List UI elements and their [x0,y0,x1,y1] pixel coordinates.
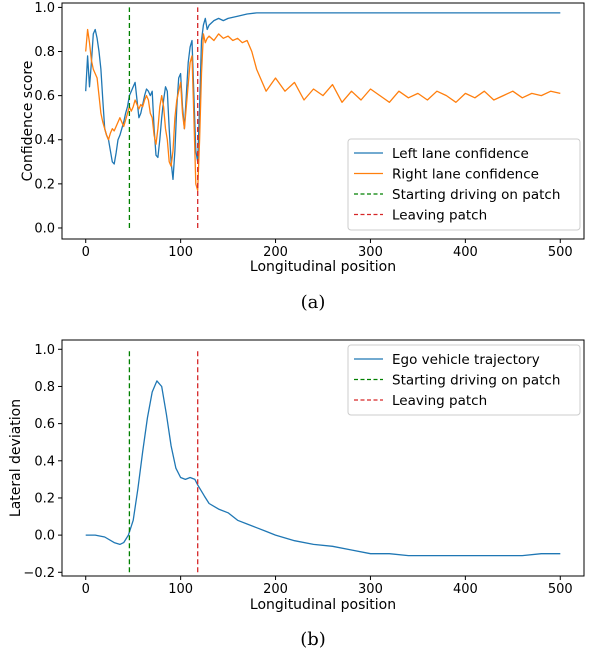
series-line-a-0 [85,12,561,181]
legend-b: Ego vehicle trajectory Starting driving o… [347,344,581,416]
y-tick-label: 0.2 [34,177,55,192]
y-tick-label: 1.0 [34,1,55,16]
x-tick-label: 300 [358,245,383,260]
legend-box [347,344,581,416]
y-tick-label: 0.0 [34,221,55,236]
y-axis-label-b: Lateral deviation [8,399,24,517]
y-tick-label: 0.4 [34,454,55,469]
series-lines-b [85,349,561,573]
x-ticks-a: 0 100 200 300 400 500 [82,239,573,260]
y-tick-label: 0.8 [34,380,55,395]
x-tick-label: 500 [548,582,573,597]
x-axis-label-a: Longitudinal position [250,259,396,275]
legend-a: Left lane confidence Right lane confidenc… [347,138,581,231]
x-axis-label-b: Longitudinal position [250,597,396,613]
y-tick-label: 0.6 [34,417,55,432]
x-tick-label: 100 [168,582,193,597]
caption-b: (b) [300,629,326,650]
series-line-b-0 [85,380,561,557]
x-tick-label: 300 [358,582,383,597]
y-tick-label: 1.0 [34,343,55,358]
legend-entry: Ego vehicle trajectory [392,352,540,368]
x-tick-label: 500 [548,245,573,260]
x-tick-label: 0 [82,582,90,597]
x-tick-label: 0 [82,245,90,260]
y-tick-label: 0.4 [34,133,55,148]
y-axis-label-a: Confidence score [20,61,36,182]
legend-entry: Starting driving on patch [392,187,560,203]
legend-entry: Leaving patch [392,208,487,224]
x-tick-label: 200 [263,582,288,597]
series-line-a-1 [85,28,561,192]
x-tick-label: 100 [168,245,193,260]
y-tick-label: −0.2 [23,566,55,581]
y-tick-label: 0.6 [34,89,55,104]
legend-box [347,138,581,231]
series-lines-a [85,7,561,228]
legend-entry: Starting driving on patch [392,373,560,389]
y-tick-label: 0.2 [34,491,55,506]
plot-frame-b [61,339,585,577]
panel-b: 0 100 200 300 400 500 −0.20.00.20.40.60.81.0 … [8,339,585,650]
y-ticks-a: 0.0 0.2 0.4 0.6 0.8 1.0 [34,1,62,236]
x-tick-label: 400 [453,245,478,260]
x-tick-label: 400 [453,582,478,597]
plot-frame-a [61,2,585,240]
y-ticks-b: −0.2 0.0 0.2 0.4 0.6 0.8 1.0 [23,343,62,581]
legend-entry: Left lane confidence [392,146,529,162]
x-tick-label: 200 [263,245,288,260]
panel-a: 0 100 200 300 400 500 0.0 0.2 0.4 0.6 0.8 1.0 Long… [20,1,585,313]
y-tick-label: 0.0 [34,529,55,544]
y-tick-label: 0.8 [34,45,55,60]
caption-a: (a) [301,292,326,313]
legend-entry: Right lane confidence [392,167,539,183]
x-ticks-b: 0 100 200 300 400 500 [82,576,573,597]
legend-entry: Leaving patch [392,393,487,409]
